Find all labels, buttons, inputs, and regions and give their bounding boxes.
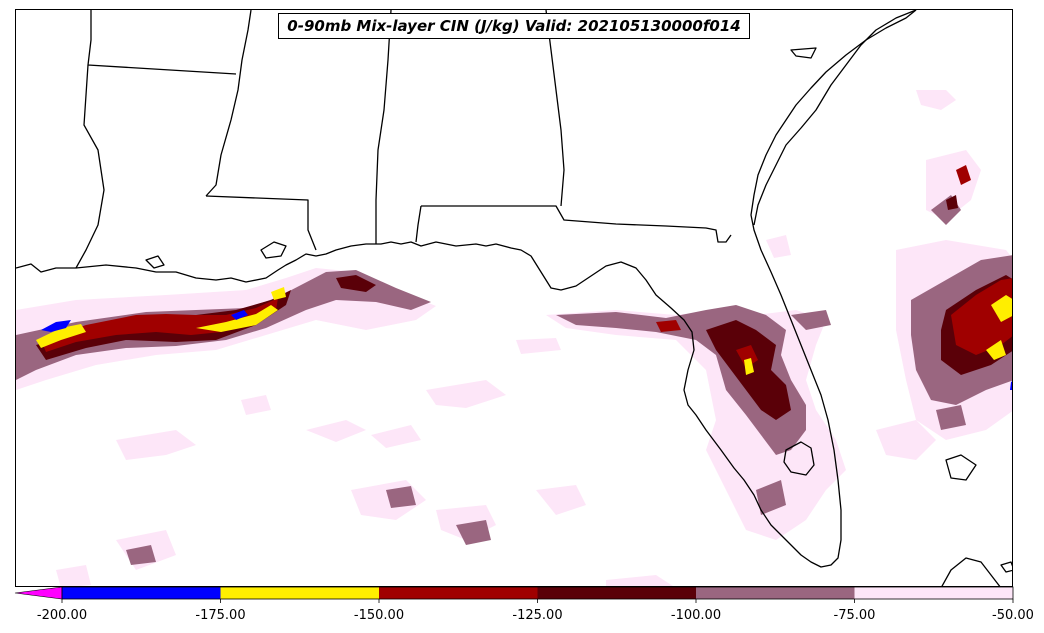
louisiana-lake	[260, 241, 287, 259]
colorbar-tick-label: -50.00	[992, 608, 1034, 623]
atlantic-coastline	[753, 10, 917, 226]
colorbar-bin-3	[379, 587, 538, 599]
cin-yellow-fill	[36, 287, 1012, 375]
state-border-la-pearl	[205, 195, 317, 251]
state-border-fl-ga	[421, 205, 732, 243]
cin-contours	[16, 90, 1012, 586]
colorbar-tick-label: -175.00	[195, 608, 246, 623]
island-small-1	[1000, 561, 1012, 573]
colorbar-tick-label: -100.00	[670, 608, 722, 623]
louisiana-lake-2	[145, 255, 165, 269]
cuba-coast	[941, 557, 1001, 586]
coastlines-and-borders	[16, 10, 1012, 586]
state-border-al-fl-west	[415, 205, 422, 243]
cin-dark-red-fill	[41, 165, 1012, 368]
map-canvas	[16, 10, 1012, 586]
cin-blue-fill	[41, 310, 1012, 390]
state-border-al-ms	[375, 10, 392, 244]
colorbar-bin-2	[220, 587, 379, 599]
colorbar	[14, 586, 1014, 603]
island-small-2	[790, 47, 817, 59]
bahamas-islands	[945, 454, 977, 481]
colorbar-tick-label: -75.00	[833, 608, 876, 623]
state-border-al-ga	[545, 10, 565, 207]
colorbar-bin-5	[696, 587, 855, 599]
lake-okeechobee	[783, 441, 815, 476]
cin-mauve-fill	[16, 195, 1012, 565]
state-border-ar-la	[87, 10, 237, 75]
colorbar-bin-4	[537, 587, 696, 599]
map-title: 0-90mb Mix-layer CIN (J/kg) Valid: 20210…	[278, 13, 750, 39]
gulf-coastline	[16, 10, 917, 568]
colorbar-bin-1	[62, 587, 221, 599]
state-border-tx-la	[75, 64, 105, 269]
colorbar-tick-label: -150.00	[353, 608, 405, 623]
colorbar-tick-label: -125.00	[512, 608, 563, 623]
map-frame	[15, 9, 1013, 587]
colorbar-bin-6	[854, 587, 1013, 599]
state-border-ms-la	[205, 10, 252, 197]
colorbar-tick-label: -200.00	[36, 608, 88, 623]
colorbar-extend-triangle	[14, 586, 63, 600]
